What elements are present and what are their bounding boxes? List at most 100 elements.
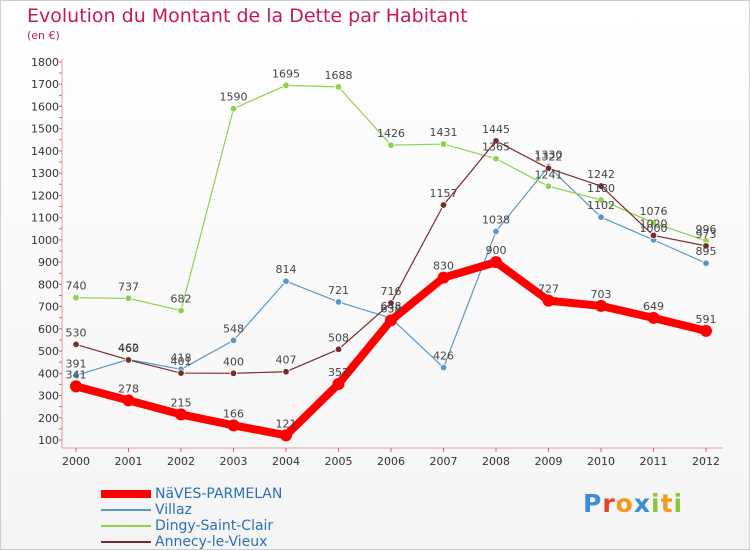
data-label: 278 [118,382,139,395]
logo-letter: i [673,489,684,518]
data-label: 814 [276,263,297,276]
x-tick-label: 2012 [692,455,720,468]
data-label: 1365 [482,141,510,154]
data-point [492,227,500,236]
logo-letter: o [615,489,634,518]
logo-letter: P [583,489,603,518]
y-tick-label: 1100 [31,212,59,225]
data-point [492,155,500,163]
data-label: 973 [696,228,717,241]
x-tick-label: 2004 [272,455,300,468]
y-tick-label: 1500 [31,123,59,136]
legend-swatch [101,525,151,527]
legend-swatch [101,490,151,498]
data-point [492,137,500,145]
legend-swatch [101,541,151,543]
data-label: 352 [328,366,349,379]
data-point [175,408,187,421]
data-point [702,259,710,267]
data-label: 727 [538,283,559,296]
y-tick-label: 1300 [31,167,59,180]
data-label: 682 [171,293,192,306]
data-point [387,299,395,307]
y-tick-label: 1600 [31,100,59,113]
data-label: 648 [381,300,402,313]
data-label: 1590 [220,91,248,104]
data-label: 391 [66,357,87,370]
data-label: 895 [696,245,717,258]
x-tick-label: 2007 [430,455,458,468]
data-point [544,182,553,190]
data-point [385,314,397,327]
data-label: 1330 [535,149,563,162]
data-label: 1431 [430,126,458,139]
data-point [229,104,238,113]
data-label: 166 [223,407,244,420]
data-point [334,298,343,306]
data-label: 341 [66,368,87,381]
data-label: 1322 [535,150,563,163]
data-point [72,340,80,349]
data-point [124,356,133,364]
x-tick-label: 2005 [325,455,353,468]
data-point [122,394,135,407]
data-point [227,419,240,432]
data-point [437,271,450,284]
data-point [282,368,290,376]
x-tick-label: 2010 [587,455,615,468]
data-label: 737 [118,280,139,293]
y-tick-label: 1200 [31,189,59,202]
chart-subtitle: (en €) [27,29,60,42]
logo-letter: i [651,489,661,518]
data-label: 508 [328,331,349,344]
legend-label: NäVES-PARMELAN [155,486,283,502]
data-label: 1180 [587,182,615,195]
data-point [282,277,290,285]
y-tick-label: 900 [38,256,59,269]
x-tick-label: 2000 [62,455,90,468]
series-line [75,165,707,376]
legend-swatch [101,509,151,511]
data-label: 426 [433,350,454,363]
data-point [542,294,555,307]
data-label: 1000 [640,222,668,235]
data-label: 1157 [430,187,458,200]
chart-title: Evolution du Montant de la Dette par Hab… [27,5,468,27]
x-tick-label: 2002 [167,455,195,468]
data-point [387,141,395,149]
data-point [72,293,80,302]
x-tick-label: 2011 [640,455,668,468]
data-point [702,242,710,250]
data-point [649,219,658,227]
data-label: 716 [381,285,402,298]
data-point [649,231,658,240]
data-point [595,299,607,312]
data-label: 1241 [535,168,563,181]
data-point [439,201,448,209]
proxiti-logo: Proxiti [583,489,683,518]
x-tick-label: 2008 [482,455,510,468]
data-point [177,369,185,377]
x-tick-label: 2009 [535,455,563,468]
logo-letter: t [660,489,674,518]
y-tick-label: 1400 [31,145,59,158]
data-point [229,336,238,345]
data-point [334,345,343,353]
legend-label: Annecy-le-Vieux [155,534,268,550]
data-point [334,83,343,91]
data-label: 401 [171,355,192,368]
data-label: 400 [223,355,244,368]
data-point [700,324,712,337]
data-label: 1695 [272,67,300,80]
data-point [597,213,605,221]
data-label: 1102 [587,199,615,212]
y-tick-label: 100 [38,434,59,447]
data-point [280,429,292,442]
logo-letter: r [602,489,616,518]
y-tick-label: 1000 [31,234,59,247]
y-tick-label: 1800 [31,56,59,69]
series-line [75,84,707,312]
data-point [490,256,502,269]
data-point [124,294,133,303]
